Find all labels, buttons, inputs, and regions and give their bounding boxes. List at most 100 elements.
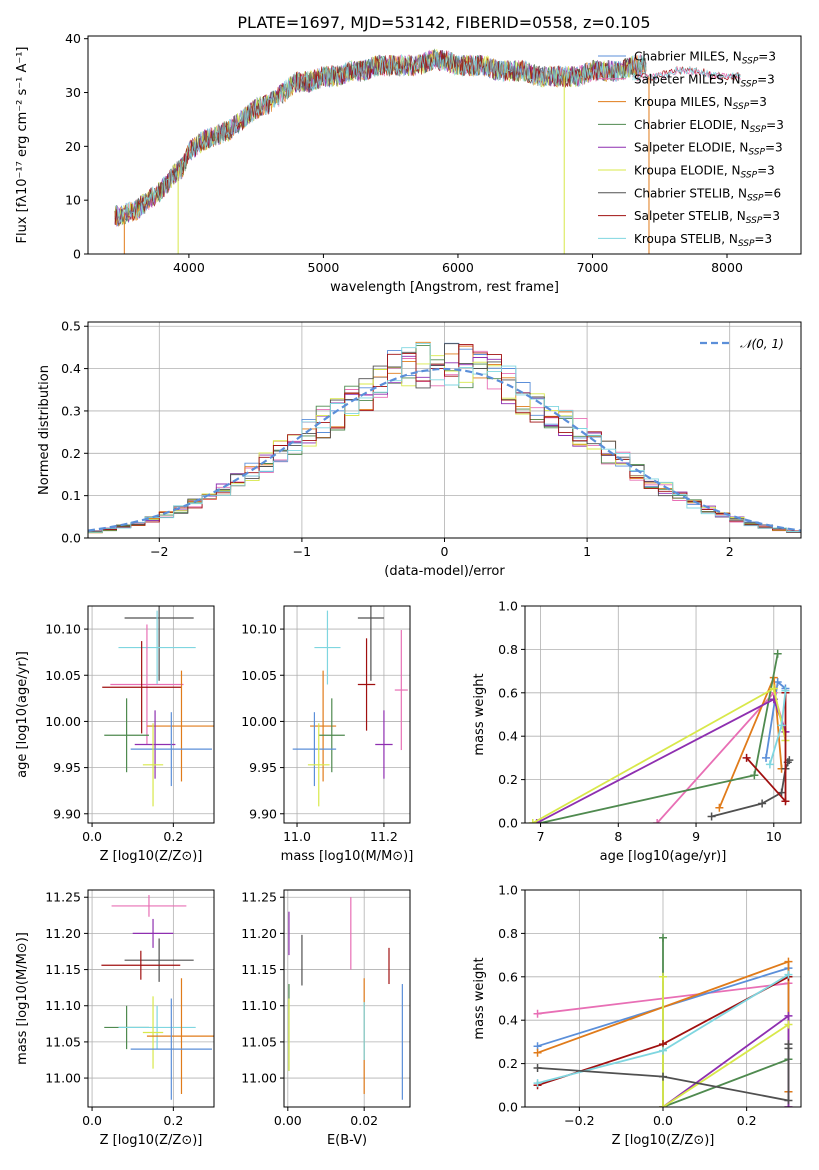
weight-marker-chabrier_elodie bbox=[659, 933, 667, 942]
y-tick-label: 10.00 bbox=[45, 714, 81, 729]
y-tick-label: 0.4 bbox=[498, 1013, 518, 1028]
spectrum-frame bbox=[87, 35, 802, 255]
x-tick-label: 8000 bbox=[711, 260, 743, 275]
y-tick-label: 0.0 bbox=[498, 1100, 518, 1115]
y-tick-label: 10 bbox=[65, 193, 81, 208]
weight-marker-chabrier_stelib bbox=[659, 1072, 667, 1081]
age_vs_Z-xlabel: Z [log10(Z/Z⊙)] bbox=[100, 849, 203, 864]
y-tick-label: 0.1 bbox=[61, 488, 81, 503]
massweight_vs_age-ylabel: mass weight bbox=[472, 673, 487, 755]
mass_vs_Z-frame bbox=[87, 889, 215, 1108]
age_vs_mass-xlabel: mass [log10(M/M⊙)] bbox=[281, 849, 414, 864]
x-tick-label: 0.0 bbox=[82, 829, 102, 844]
y-tick-label: 0.2 bbox=[498, 772, 518, 787]
y-tick-label: 11.05 bbox=[45, 1034, 81, 1049]
weight-marker-kroupa_elodie bbox=[659, 1103, 667, 1107]
x-tick-label: 0.0 bbox=[82, 1113, 102, 1128]
massweight_vs_age-plot-area bbox=[528, 649, 794, 823]
weight-marker-kroupa_miles bbox=[533, 1048, 542, 1057]
weight-marker-chabrier_stelib bbox=[758, 799, 767, 808]
weight-line-chabrier_elodie bbox=[662, 937, 789, 1107]
x-tick-label: 7 bbox=[537, 829, 545, 844]
weight-marker-chabrier_stelib bbox=[533, 1063, 542, 1072]
errorbar-point-chabrier_stelib bbox=[124, 938, 194, 982]
weight-marker-salpeter_elodie bbox=[784, 1011, 793, 1020]
y-tick-label: 20 bbox=[65, 139, 81, 154]
errorbar-point-kroupa_elodie bbox=[142, 996, 164, 1069]
weight-marker-salpeter_miles bbox=[653, 819, 662, 823]
errorbar-point-chabrier_miles bbox=[292, 712, 337, 787]
x-tick-label: 0.2 bbox=[163, 829, 183, 844]
age_vs_Z-plot-area bbox=[102, 606, 214, 807]
y-tick-label: 10.05 bbox=[241, 668, 277, 683]
gaussian-curve bbox=[88, 367, 801, 532]
y-tick-label: 10.00 bbox=[241, 714, 277, 729]
x-tick-label: 0.0 bbox=[653, 1113, 673, 1128]
age_vs_mass-frame bbox=[283, 605, 411, 824]
y-tick-label: 0.8 bbox=[498, 926, 518, 941]
y-tick-label: 10.10 bbox=[241, 622, 277, 637]
x-tick-label: 8 bbox=[614, 829, 622, 844]
age_vs_mass-axes: 11.0 11.2 9.90 9.95 10.00 10.05 10.10 mass [log… bbox=[241, 605, 414, 864]
residuals-ylabel: Normed distribution bbox=[37, 365, 52, 495]
legend-entry-salpeter_elodie: Salpeter ELODIE, NSSP=3 bbox=[634, 141, 783, 158]
y-tick-label: 11.10 bbox=[241, 998, 277, 1013]
errorbar-point-salpeter_stelib bbox=[102, 641, 182, 734]
spectrum-axes: 4000 5000 6000 7000 8000 0 10 20 30 40 wavelength … bbox=[15, 31, 802, 295]
y-tick-label: 0.5 bbox=[61, 319, 81, 334]
age_vs_Z-ylabel: age [log10(age/yr)] bbox=[15, 651, 30, 778]
residuals-legend: 𝒩(0, 1) bbox=[700, 337, 784, 351]
errorbar-point-salpeter_stelib bbox=[101, 950, 181, 980]
errorbar-point-chabrier_elodie bbox=[104, 698, 149, 773]
errorbar-point-chabrier_miles bbox=[130, 998, 212, 1100]
y-tick-label: 0.6 bbox=[498, 685, 518, 700]
massweight_vs_Z-plot-area bbox=[533, 933, 793, 1107]
spectrum-xlabel: wavelength [Angstrom, rest frame] bbox=[330, 280, 559, 295]
errorbar-point-kroupa_stelib bbox=[118, 610, 196, 685]
y-tick-label: 10.10 bbox=[45, 622, 81, 637]
legend-gaussian-label: 𝒩(0, 1) bbox=[740, 337, 784, 351]
y-tick-label: 0.2 bbox=[61, 446, 81, 461]
y-tick-label: 9.90 bbox=[249, 806, 277, 821]
massweight_vs_age-axes: 7 8 9 10 0.0 0.2 0.4 0.6 0.8 1.0 age [log10(age/yr… bbox=[472, 599, 802, 864]
weight-marker-kroupa_elodie bbox=[784, 1020, 793, 1029]
x-tick-label: 11.0 bbox=[283, 829, 311, 844]
errorbar-point-chabrier_elodie bbox=[318, 698, 345, 773]
massweight_vs_age-frame bbox=[524, 605, 802, 824]
residuals-axes: −2 −1 0 1 2 0.0 0.1 0.2 0.3 0.4 0.5 (data-model)/er… bbox=[37, 319, 802, 579]
weight-line-salpeter_elodie bbox=[536, 698, 787, 823]
x-tick-label: 0.00 bbox=[274, 1113, 302, 1128]
errorbar-point-chabrier_miles bbox=[130, 712, 212, 787]
x-tick-label: 11.2 bbox=[370, 829, 398, 844]
legend-entry-kroupa_elodie: Kroupa ELODIE, NSSP=3 bbox=[634, 164, 775, 181]
mass_vs_ebv-axes: 0.00 0.02 11.00 11.05 11.10 11.15 11.20 11.25 E(… bbox=[241, 889, 411, 1148]
weight-marker-chabrier_stelib bbox=[707, 812, 716, 821]
weight-marker-kroupa_stelib bbox=[784, 970, 793, 979]
y-tick-label: 0.3 bbox=[61, 403, 81, 418]
weight-marker-salpeter_stelib bbox=[742, 753, 751, 762]
y-tick-label: 11.20 bbox=[241, 926, 277, 941]
massweight_vs_age-xlabel: age [log10(age/yr)] bbox=[600, 849, 727, 864]
weight-marker-kroupa_stelib bbox=[533, 1079, 542, 1088]
legend-entry-chabrier_stelib: Chabrier STELIB, NSSP=6 bbox=[634, 186, 781, 203]
x-tick-label: 9 bbox=[692, 829, 700, 844]
weight-marker-chabrier_elodie bbox=[750, 771, 759, 780]
x-tick-label: 0.02 bbox=[350, 1113, 378, 1128]
y-tick-label: 11.15 bbox=[241, 962, 277, 977]
x-tick-label: 0.2 bbox=[737, 1113, 757, 1128]
age_vs_Z-frame bbox=[87, 605, 215, 824]
y-tick-label: 9.95 bbox=[249, 760, 277, 775]
errorbar-point-chabrier_stelib bbox=[357, 606, 384, 681]
y-tick-label: 11.20 bbox=[45, 926, 81, 941]
massweight_vs_Z-xlabel: Z [log10(Z/Z⊙)] bbox=[612, 1133, 715, 1148]
errorbar-point-salpeter_elodie bbox=[134, 710, 176, 779]
massweight_vs_Z-ylabel: mass weight bbox=[472, 957, 487, 1039]
y-tick-label: 40 bbox=[65, 31, 81, 46]
spectrum-plot-area bbox=[114, 48, 741, 254]
weight-marker-salpeter_stelib bbox=[781, 797, 790, 806]
legend-entry-chabrier_elodie: Chabrier ELODIE, NSSP=3 bbox=[634, 118, 784, 135]
errorbar-point-salpeter_miles bbox=[394, 630, 408, 751]
y-tick-label: 0.2 bbox=[498, 1056, 518, 1071]
errorbar-point-salpeter_miles bbox=[111, 895, 187, 917]
weight-marker-kroupa_stelib bbox=[765, 760, 774, 769]
